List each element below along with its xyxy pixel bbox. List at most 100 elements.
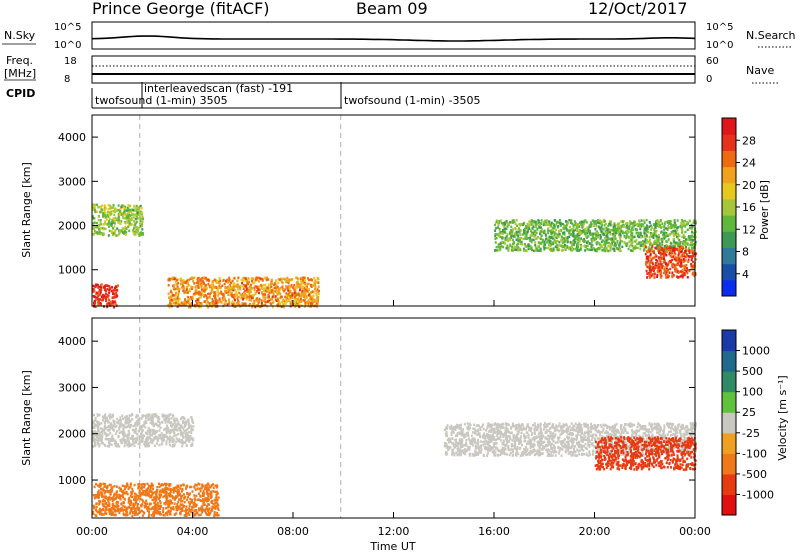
power-cell bbox=[512, 234, 515, 238]
power-cell bbox=[92, 222, 95, 225]
power-cell bbox=[555, 223, 558, 227]
power-cell bbox=[167, 303, 170, 307]
power-cell bbox=[495, 236, 498, 240]
velocity-cell bbox=[587, 433, 590, 437]
velocity-cell bbox=[191, 418, 194, 422]
power-cell bbox=[243, 290, 246, 293]
power-cell bbox=[497, 232, 500, 236]
power-cell bbox=[529, 222, 532, 225]
power-cell bbox=[241, 301, 244, 305]
power-cell bbox=[541, 238, 544, 242]
power-cell bbox=[107, 215, 110, 218]
power-cell bbox=[296, 276, 298, 280]
power-cell bbox=[545, 221, 548, 224]
power-cell bbox=[216, 304, 218, 307]
power-cell bbox=[550, 229, 553, 232]
power-cell bbox=[258, 285, 261, 289]
power-cell bbox=[217, 286, 220, 289]
power-cell bbox=[304, 290, 307, 294]
noise-left-label: N.Sky bbox=[4, 29, 36, 42]
power-cell bbox=[665, 276, 668, 279]
power-cell bbox=[248, 296, 250, 299]
power-cell bbox=[114, 210, 117, 213]
velocity-cell bbox=[112, 428, 114, 431]
power-cell bbox=[663, 245, 666, 249]
power-cell bbox=[690, 255, 692, 258]
velocity-cell bbox=[143, 440, 146, 444]
power-cell bbox=[254, 292, 257, 295]
power-cell bbox=[672, 229, 675, 233]
velocity-cell bbox=[125, 415, 128, 418]
power-cell bbox=[694, 222, 697, 225]
power-cell bbox=[182, 287, 185, 290]
power-cell bbox=[297, 293, 300, 297]
velocity-cell bbox=[96, 439, 99, 442]
freq-unit-label: [MHz] bbox=[4, 67, 36, 80]
velocity-cell bbox=[558, 422, 561, 425]
power-cell bbox=[97, 294, 100, 298]
power-cell bbox=[651, 256, 654, 260]
power-cell bbox=[658, 247, 661, 251]
power-cell bbox=[112, 227, 114, 230]
power-cell bbox=[281, 285, 284, 288]
velocity-cell bbox=[155, 423, 158, 427]
velocity-cell bbox=[125, 421, 128, 424]
velocity-cell bbox=[103, 430, 106, 433]
power-cell bbox=[140, 231, 143, 234]
power-cell bbox=[207, 278, 210, 282]
power-cell bbox=[315, 290, 318, 293]
velocity-cell bbox=[177, 427, 180, 430]
power-cell bbox=[268, 301, 271, 304]
power-cell bbox=[284, 278, 287, 281]
power-cell bbox=[576, 238, 579, 242]
power-cell bbox=[502, 229, 504, 232]
power-cell bbox=[653, 256, 656, 259]
power-cell bbox=[598, 246, 601, 250]
power-cell bbox=[595, 232, 598, 236]
power-cell bbox=[280, 277, 283, 280]
velocity-cell bbox=[449, 446, 452, 449]
power-cell bbox=[279, 278, 282, 282]
power-cell bbox=[671, 275, 674, 279]
velocity-cell bbox=[149, 440, 152, 444]
velocity-cell bbox=[153, 430, 156, 433]
power-cell bbox=[674, 225, 676, 229]
power-cell bbox=[551, 237, 554, 240]
power-cell bbox=[523, 230, 526, 233]
power-cell bbox=[594, 248, 596, 252]
power-cell bbox=[514, 235, 517, 238]
power-cell bbox=[177, 292, 180, 295]
power-cell bbox=[534, 241, 537, 244]
power-cell bbox=[198, 276, 201, 280]
power-cell bbox=[200, 284, 203, 287]
power-cell bbox=[584, 232, 587, 235]
power-cell bbox=[670, 231, 673, 234]
power-cell bbox=[291, 300, 294, 303]
power-cell bbox=[261, 293, 264, 296]
velocity-cell bbox=[489, 438, 492, 442]
power-cell bbox=[142, 217, 144, 221]
power-cell bbox=[119, 230, 122, 233]
power-cell bbox=[662, 249, 665, 253]
velocity-cell bbox=[109, 413, 112, 416]
velocity-cell bbox=[116, 430, 118, 433]
power-cell bbox=[311, 295, 314, 298]
velocity-cell bbox=[628, 445, 631, 448]
power-cell bbox=[684, 242, 687, 245]
velocity-cell bbox=[587, 436, 590, 439]
power-cell bbox=[118, 210, 121, 213]
power-cell bbox=[237, 300, 240, 304]
velocity-cell bbox=[120, 430, 123, 433]
power-cell bbox=[517, 234, 520, 237]
power-cell bbox=[603, 242, 606, 245]
power-cell bbox=[191, 286, 194, 289]
power-cell bbox=[569, 233, 572, 236]
velocity-cell bbox=[629, 444, 631, 447]
power-cell bbox=[124, 225, 127, 229]
power-cell bbox=[511, 242, 514, 246]
power-cell bbox=[611, 243, 614, 247]
power-cell bbox=[226, 303, 229, 306]
velocity-cell bbox=[173, 427, 176, 430]
power-cell bbox=[619, 237, 622, 240]
power-cell bbox=[666, 274, 669, 277]
